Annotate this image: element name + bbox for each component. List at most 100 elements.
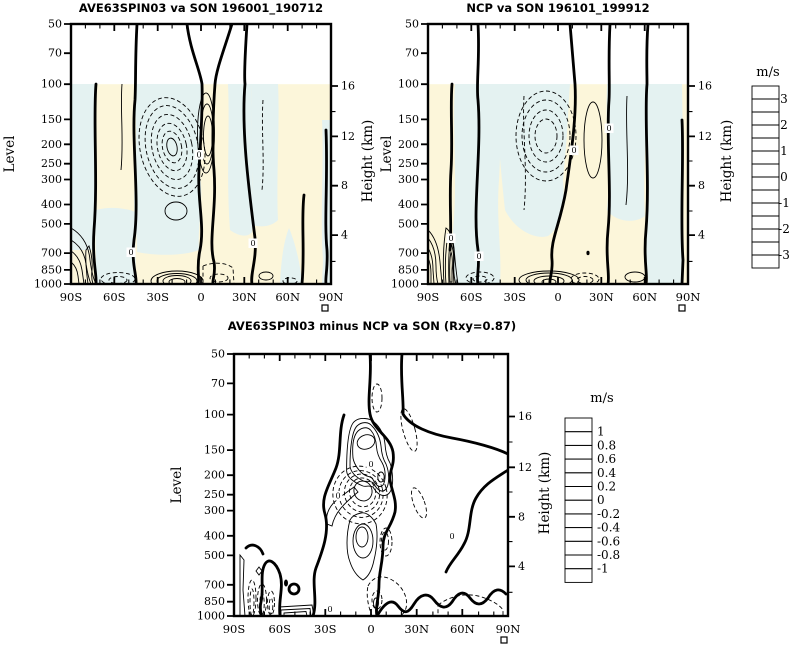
svg-text:400: 400 — [204, 529, 225, 542]
svg-text:70: 70 — [48, 47, 62, 60]
svg-text:90S: 90S — [60, 290, 83, 304]
svg-text:60N: 60N — [632, 290, 657, 304]
svg-text:16: 16 — [341, 80, 355, 93]
y-axis-right-ticks — [688, 85, 695, 262]
panel-top-left: AVE63SPIN03 va SON 196001_190712 — [2, 1, 376, 312]
svg-text:150: 150 — [41, 113, 62, 126]
height-axis-label: Height (km) — [537, 452, 553, 535]
svg-text:1000: 1000 — [34, 278, 62, 291]
level-axis-label: Level — [169, 467, 185, 504]
svg-text:12: 12 — [341, 130, 355, 143]
svg-text:500: 500 — [398, 217, 419, 230]
height-tick-labels: 16 12 8 4 — [341, 80, 355, 242]
svg-text:0: 0 — [449, 532, 454, 541]
plot-area: 0 0 0 0 — [428, 24, 688, 284]
zero-contours — [448, 24, 685, 284]
svg-text:8: 8 — [518, 510, 525, 523]
svg-text:0: 0 — [327, 605, 332, 614]
corner-marker-square — [500, 636, 508, 644]
svg-text:0: 0 — [335, 492, 340, 501]
svg-text:-3: -3 — [778, 248, 790, 262]
svg-text:12: 12 — [698, 130, 712, 143]
svg-text:850: 850 — [204, 595, 225, 608]
panel-top-right: NCP va SON 196101_199912 — [379, 1, 735, 312]
latitude-tick-labels: 90S 60S 30S 0 30N 60N 90N — [223, 622, 521, 636]
axes-frame: 50 70 100 150 200 250 300 400 500 700 85… — [169, 348, 553, 644]
y-axis-right-ticks — [508, 415, 515, 593]
svg-text:1000: 1000 — [391, 278, 419, 291]
weak-positive-midlevel-cell — [164, 201, 188, 221]
svg-text:70: 70 — [211, 377, 225, 390]
thin-background-contours — [523, 95, 629, 211]
svg-text:250: 250 — [398, 157, 419, 170]
svg-text:0: 0 — [554, 290, 561, 304]
svg-text:300: 300 — [41, 173, 62, 186]
svg-text:100: 100 — [204, 408, 225, 421]
svg-text:250: 250 — [204, 488, 225, 501]
svg-text:1: 1 — [597, 425, 605, 439]
svg-text:70: 70 — [405, 47, 419, 60]
svg-text:90N: 90N — [676, 290, 701, 304]
svg-text:50: 50 — [211, 348, 225, 361]
axes-frame: 50 70 100 150 200 250 300 400 500 700 85… — [2, 18, 376, 312]
svg-text:850: 850 — [41, 263, 62, 276]
svg-text:700: 700 — [398, 247, 419, 260]
colorbar-top: m/s 3 2 1 0 -1 -2 -3 — [751, 65, 790, 269]
svg-text:60S: 60S — [103, 290, 126, 304]
plot-area: 0 0 0 0 — [239, 354, 508, 616]
svg-text:0: 0 — [197, 290, 204, 304]
thin-background-contours — [120, 83, 264, 191]
svg-text:100: 100 — [41, 78, 62, 91]
svg-text:-1: -1 — [778, 196, 790, 210]
height-tick-labels: 16 12 8 4 — [698, 80, 712, 242]
svg-text:4: 4 — [341, 229, 348, 242]
svg-text:-0.4: -0.4 — [597, 521, 621, 535]
svg-text:12: 12 — [518, 461, 532, 474]
height-axis-label: Height (km) — [360, 120, 376, 203]
colorbar-cells — [564, 417, 593, 583]
svg-text:4: 4 — [698, 229, 705, 242]
contour-zero-labels: 0 0 0 — [126, 150, 258, 257]
svg-text:0: 0 — [367, 622, 374, 636]
latitude-tick-labels: 90S 60S 30S 0 30N 60N 90N — [417, 290, 701, 304]
svg-text:0: 0 — [597, 493, 605, 507]
tiny-contour-dot — [284, 579, 288, 587]
surface-negative-patches — [366, 576, 504, 616]
svg-text:-2: -2 — [778, 222, 790, 236]
svg-text:0.8: 0.8 — [597, 438, 616, 452]
svg-text:30N: 30N — [404, 622, 429, 636]
svg-text:0: 0 — [250, 239, 255, 248]
svg-text:250: 250 — [41, 157, 62, 170]
svg-text:0: 0 — [780, 170, 788, 184]
height-tick-labels: 16 12 8 4 — [518, 410, 532, 573]
corner-marker-square — [321, 304, 329, 312]
svg-text:400: 400 — [41, 198, 62, 211]
level-axis-label: Level — [379, 136, 395, 173]
y-axis-left-ticks — [64, 23, 71, 285]
axes-frame: 50 70 100 150 200 250 300 400 500 700 85… — [379, 18, 735, 312]
svg-text:200: 200 — [398, 138, 419, 151]
svg-text:300: 300 — [398, 173, 419, 186]
zero-contours — [92, 24, 329, 284]
svg-text:8: 8 — [698, 179, 705, 192]
svg-text:0: 0 — [196, 151, 201, 160]
pressure-tick-labels: 50 70 100 150 200 250 300 400 500 700 85… — [34, 18, 62, 291]
positive-column-upper — [583, 101, 603, 179]
svg-text:30N: 30N — [589, 290, 614, 304]
negative-slivers — [371, 383, 427, 557]
yellow-band-southwest — [326, 486, 359, 527]
pressure-tick-labels: 50 70 100 150 200 250 300 400 500 700 85… — [391, 18, 419, 291]
surface-positive-band — [278, 604, 315, 616]
svg-text:30N: 30N — [232, 290, 257, 304]
svg-text:1: 1 — [780, 144, 788, 158]
svg-text:90S: 90S — [223, 622, 246, 636]
lower-positive-cell — [346, 512, 378, 581]
upper-positive-complex — [346, 418, 394, 496]
x-axis-ticks — [427, 24, 689, 284]
svg-text:90N: 90N — [496, 622, 521, 636]
contour-zero-labels: 0 0 0 0 — [325, 459, 457, 614]
svg-text:3: 3 — [780, 92, 788, 106]
cool-background-bands — [71, 84, 331, 284]
svg-text:60S: 60S — [460, 290, 483, 304]
panel-title: NCP va SON 196101_199912 — [466, 1, 649, 16]
